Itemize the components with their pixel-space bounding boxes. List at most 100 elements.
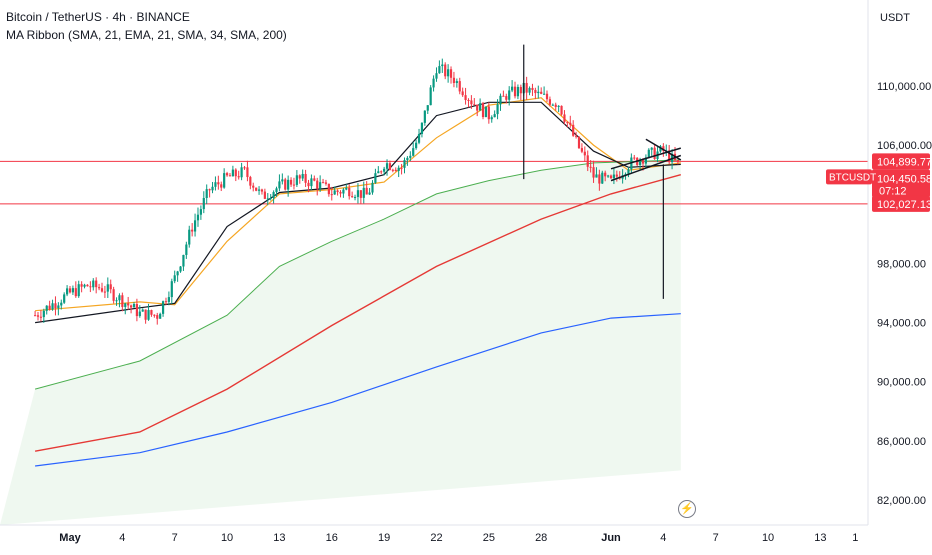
candle-body[interactable] <box>458 81 461 92</box>
candle-body[interactable] <box>470 100 473 105</box>
candle-body[interactable] <box>237 176 240 178</box>
candle-body[interactable] <box>170 281 173 298</box>
candle-body[interactable] <box>638 159 642 165</box>
candle-body[interactable] <box>479 103 482 111</box>
candle-body[interactable] <box>487 106 490 120</box>
candle-body[interactable] <box>464 95 467 100</box>
candle-body[interactable] <box>383 168 386 172</box>
candle-body[interactable] <box>223 173 226 188</box>
candle-body[interactable] <box>484 106 488 118</box>
candle-body[interactable] <box>598 174 601 184</box>
candle-body[interactable] <box>74 288 77 297</box>
candle-body[interactable] <box>319 182 322 189</box>
trend-line[interactable] <box>610 154 682 182</box>
candle-body[interactable] <box>362 187 365 198</box>
candle-body[interactable] <box>583 151 586 156</box>
candle-body[interactable] <box>359 190 362 198</box>
candle-body[interactable] <box>624 173 627 176</box>
candle-body[interactable] <box>525 82 528 93</box>
candle-body[interactable] <box>313 178 316 181</box>
candle-body[interactable] <box>490 117 493 120</box>
candle-body[interactable] <box>438 66 441 74</box>
candle-body[interactable] <box>100 288 104 292</box>
candle-body[interactable] <box>540 91 543 94</box>
candle-body[interactable] <box>574 135 578 137</box>
candle-body[interactable] <box>641 159 645 164</box>
candle-body[interactable] <box>342 189 345 194</box>
candle-body[interactable] <box>112 289 115 301</box>
candle-body[interactable] <box>563 114 566 122</box>
candle-body[interactable] <box>45 305 48 311</box>
candle-body[interactable] <box>519 86 522 94</box>
candle-body[interactable] <box>97 287 101 289</box>
candle-body[interactable] <box>51 303 54 310</box>
candle-body[interactable] <box>89 286 92 288</box>
candle-body[interactable] <box>60 302 63 306</box>
candle-body[interactable] <box>397 167 400 171</box>
candle-body[interactable] <box>188 229 191 245</box>
candle-body[interactable] <box>356 190 360 197</box>
candle-body[interactable] <box>394 169 397 171</box>
candle-body[interactable] <box>324 182 328 184</box>
candle-body[interactable] <box>161 301 165 314</box>
candle-body[interactable] <box>668 150 671 163</box>
candle-body[interactable] <box>606 175 610 177</box>
candle-body[interactable] <box>211 186 214 191</box>
candle-body[interactable] <box>289 179 293 185</box>
candle-body[interactable] <box>150 310 153 315</box>
candle-body[interactable] <box>426 105 429 111</box>
lightning-icon[interactable]: ⚡ <box>678 500 696 518</box>
candle-body[interactable] <box>385 163 389 169</box>
candle-body[interactable] <box>412 148 415 156</box>
candle-body[interactable] <box>193 220 197 232</box>
candle-body[interactable] <box>278 181 281 189</box>
candle-body[interactable] <box>231 169 234 177</box>
candle-body[interactable] <box>301 173 304 179</box>
candle-body[interactable] <box>554 104 557 107</box>
candle-body[interactable] <box>580 148 584 152</box>
candle-body[interactable] <box>403 160 406 168</box>
candle-body[interactable] <box>560 105 563 115</box>
symbol-title[interactable]: Bitcoin / TetherUS · 4h · BINANCE <box>6 10 190 24</box>
candle-body[interactable] <box>589 166 592 168</box>
candle-body[interactable] <box>257 189 261 191</box>
candle-body[interactable] <box>353 196 357 198</box>
candle-body[interactable] <box>33 315 37 317</box>
candle-body[interactable] <box>80 284 83 287</box>
candle-body[interactable] <box>615 174 618 177</box>
candle-body[interactable] <box>191 229 194 232</box>
candle-body[interactable] <box>339 191 342 194</box>
candle-body[interactable] <box>650 147 653 150</box>
candle-body[interactable] <box>531 87 534 90</box>
candle-body[interactable] <box>476 104 479 111</box>
candle-body[interactable] <box>612 174 616 179</box>
candle-body[interactable] <box>202 197 205 210</box>
candle-body[interactable] <box>351 196 354 198</box>
candle-body[interactable] <box>452 77 456 83</box>
candle-body[interactable] <box>217 182 220 185</box>
candle-body[interactable] <box>534 89 537 94</box>
candle-body[interactable] <box>537 91 540 94</box>
candle-body[interactable] <box>208 189 211 191</box>
candle-body[interactable] <box>135 303 138 317</box>
candle-body[interactable] <box>147 310 150 320</box>
candle-body[interactable] <box>185 244 188 255</box>
candle-body[interactable] <box>141 309 144 312</box>
candle-body[interactable] <box>345 187 348 190</box>
candle-body[interactable] <box>577 136 581 149</box>
candle-body[interactable] <box>54 303 57 309</box>
candle-body[interactable] <box>380 171 383 173</box>
candle-body[interactable] <box>220 184 223 188</box>
candle-body[interactable] <box>246 167 249 178</box>
candle-body[interactable] <box>36 315 40 317</box>
indicator-label[interactable]: MA Ribbon (SMA, 21, EMA, 21, SMA, 34, SM… <box>6 28 287 42</box>
candle-body[interactable] <box>633 157 636 159</box>
candle-body[interactable] <box>159 313 162 319</box>
candle-body[interactable] <box>441 64 444 67</box>
candle-body[interactable] <box>266 198 269 200</box>
candle-body[interactable] <box>144 309 147 320</box>
candle-body[interactable] <box>676 160 679 162</box>
candle-body[interactable] <box>505 96 508 100</box>
candle-body[interactable] <box>368 192 371 195</box>
candle-body[interactable] <box>121 295 124 307</box>
